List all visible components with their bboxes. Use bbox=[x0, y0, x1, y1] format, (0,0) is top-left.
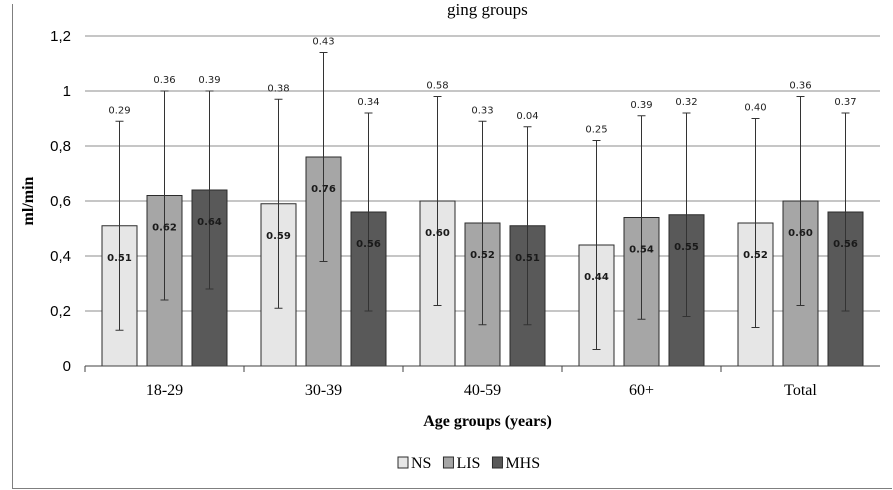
chart-frame bbox=[12, 4, 892, 489]
sd-label: 0.33 bbox=[471, 105, 493, 116]
value-label: 0.44 bbox=[584, 272, 609, 283]
sd-label: 0.40 bbox=[744, 103, 766, 114]
sd-label: 0.36 bbox=[153, 75, 175, 86]
sd-label: 0.34 bbox=[357, 97, 379, 108]
sd-label: 0.38 bbox=[267, 83, 289, 94]
data-labels: 0.51 0.29 0.62 0.36 0.64 0.39 0.59 0.38 0.76 0.43… bbox=[107, 37, 858, 284]
value-label: 0.52 bbox=[470, 250, 495, 261]
legend-swatch-mhs bbox=[491, 456, 503, 469]
value-label: 0.60 bbox=[788, 228, 813, 239]
sd-label: 0.36 bbox=[789, 81, 811, 92]
legend-swatch-ns bbox=[397, 456, 409, 469]
x-category-label: 40-59 bbox=[464, 382, 501, 399]
sd-label: 0.39 bbox=[630, 100, 652, 111]
legend: NS LIS MHS bbox=[397, 455, 540, 472]
value-label: 0.56 bbox=[356, 239, 381, 250]
legend-label-lis: LIS bbox=[456, 455, 480, 472]
value-label: 0.56 bbox=[833, 239, 858, 250]
value-label: 0.51 bbox=[107, 253, 132, 264]
sd-label: 0.29 bbox=[108, 105, 130, 116]
value-label: 0.52 bbox=[743, 250, 768, 261]
legend-label-mhs: MHS bbox=[505, 455, 540, 472]
value-label: 0.59 bbox=[266, 231, 291, 242]
x-category-label: Total bbox=[784, 382, 817, 399]
x-axis-title: Age groups (years) bbox=[423, 413, 552, 430]
x-category-label: 30-39 bbox=[305, 382, 342, 399]
sd-label: 0.39 bbox=[198, 75, 220, 86]
value-label: 0.60 bbox=[425, 228, 450, 239]
y-tick-label: 0,2 bbox=[50, 303, 71, 320]
error-bars bbox=[115, 52, 850, 350]
value-label: 0.64 bbox=[197, 217, 222, 228]
y-axis-ticks: 0 0,2 0,4 0,6 0,8 1 1,2 bbox=[50, 28, 71, 375]
value-label: 0.54 bbox=[629, 245, 654, 256]
value-label: 0.51 bbox=[515, 253, 540, 264]
sd-label: 0.32 bbox=[675, 97, 697, 108]
y-tick-label: 1 bbox=[63, 83, 71, 100]
y-tick-label: 0 bbox=[63, 358, 71, 375]
sd-label: 0.04 bbox=[516, 111, 538, 122]
y-tick-label: 0,8 bbox=[50, 138, 71, 155]
sd-label: 0.58 bbox=[426, 81, 448, 92]
y-tick-label: 0,4 bbox=[50, 248, 71, 265]
y-tick-label: 0,6 bbox=[50, 193, 71, 210]
value-label: 0.55 bbox=[674, 242, 699, 253]
chart-title-fragment: ging groups bbox=[447, 0, 528, 19]
legend-swatch-lis bbox=[442, 456, 454, 469]
sd-label: 0.25 bbox=[585, 125, 607, 136]
y-tick-label: 1,2 bbox=[50, 28, 71, 45]
sd-label: 0.37 bbox=[834, 97, 856, 108]
x-category-label: 18-29 bbox=[146, 382, 183, 399]
x-axis-categories: 18-29 30-39 40-59 60+ Total bbox=[84, 366, 817, 399]
x-category-label: 60+ bbox=[629, 382, 654, 399]
value-label: 0.76 bbox=[311, 184, 336, 195]
y-axis-title: ml/min bbox=[20, 176, 37, 225]
value-label: 0.62 bbox=[152, 223, 177, 234]
bars bbox=[101, 156, 864, 367]
sd-label: 0.43 bbox=[312, 37, 334, 48]
legend-label-ns: NS bbox=[411, 455, 431, 472]
